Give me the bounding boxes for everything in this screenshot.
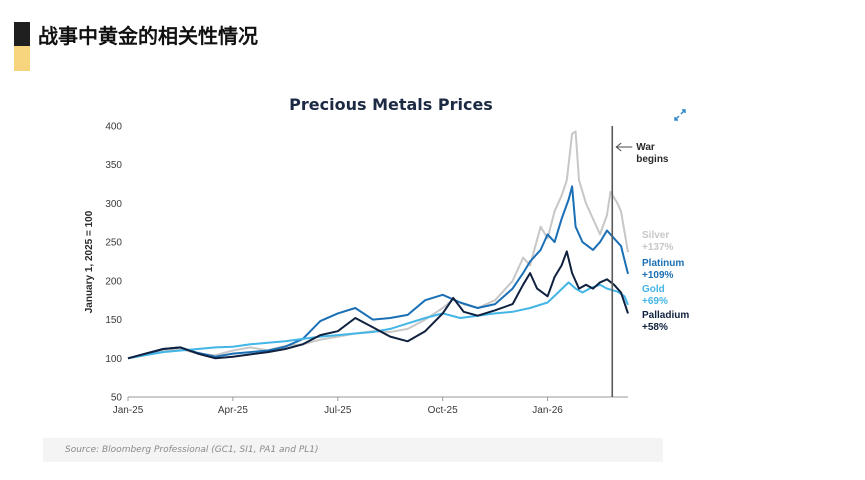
legend-silver-name: Silver bbox=[642, 230, 669, 241]
y-tick-label: 350 bbox=[105, 160, 122, 171]
chart-title: Precious Metals Prices bbox=[289, 95, 493, 114]
slide-title: 战事中黄金的相关性情况 bbox=[38, 24, 258, 48]
axes: 50 100 150 200 250 300 350 400 Jan-25 Apr-25 Jul-2… bbox=[105, 122, 628, 416]
series-line-palladium bbox=[127, 250, 629, 360]
chart-panel bbox=[43, 81, 703, 466]
x-tick-label: Apr-25 bbox=[218, 405, 248, 416]
legend-gold-change: +69% bbox=[642, 296, 668, 307]
series-line-platinum bbox=[127, 185, 629, 360]
y-tick-label: 200 bbox=[105, 276, 122, 287]
x-tick-label: Jul-25 bbox=[324, 405, 352, 416]
series-line-gold bbox=[127, 281, 629, 360]
chart-source: Source: Bloomberg Professional (GC1, SI1… bbox=[65, 445, 319, 455]
legend-layer: Silver+137% Platinum+109% Gold+69% Palladiu… bbox=[642, 230, 689, 333]
annotation-arrowhead bbox=[615, 142, 622, 152]
source-strip bbox=[43, 438, 663, 462]
series-line-silver bbox=[127, 130, 629, 360]
legend-platinum-name: Platinum bbox=[642, 258, 684, 269]
x-tick-label: Jan-26 bbox=[532, 405, 563, 416]
y-tick-label: 100 bbox=[105, 354, 122, 365]
y-axis-label: January 1, 2025 = 100 bbox=[84, 210, 95, 313]
annotation-text: begins bbox=[636, 154, 669, 165]
legend-palladium-name: Palladium bbox=[642, 310, 689, 321]
x-tick-label: Oct-25 bbox=[428, 405, 458, 416]
legend-platinum-change: +109% bbox=[642, 270, 674, 281]
legend-palladium-change: +58% bbox=[642, 322, 668, 333]
title-accent-gold bbox=[14, 46, 30, 71]
y-tick-label: 50 bbox=[111, 393, 123, 404]
legend-gold-name: Gold bbox=[642, 284, 665, 295]
legend-silver-change: +137% bbox=[642, 242, 674, 253]
annotation-text: War bbox=[636, 142, 655, 153]
x-tick-label: Jan-25 bbox=[113, 405, 144, 416]
title-accent-dark bbox=[14, 22, 30, 46]
expand-icon[interactable] bbox=[674, 109, 686, 121]
y-tick-label: 150 bbox=[105, 315, 122, 326]
y-tick-label: 250 bbox=[105, 238, 122, 249]
series-layer bbox=[127, 130, 629, 360]
y-tick-label: 400 bbox=[105, 122, 122, 133]
y-tick-label: 300 bbox=[105, 199, 122, 210]
